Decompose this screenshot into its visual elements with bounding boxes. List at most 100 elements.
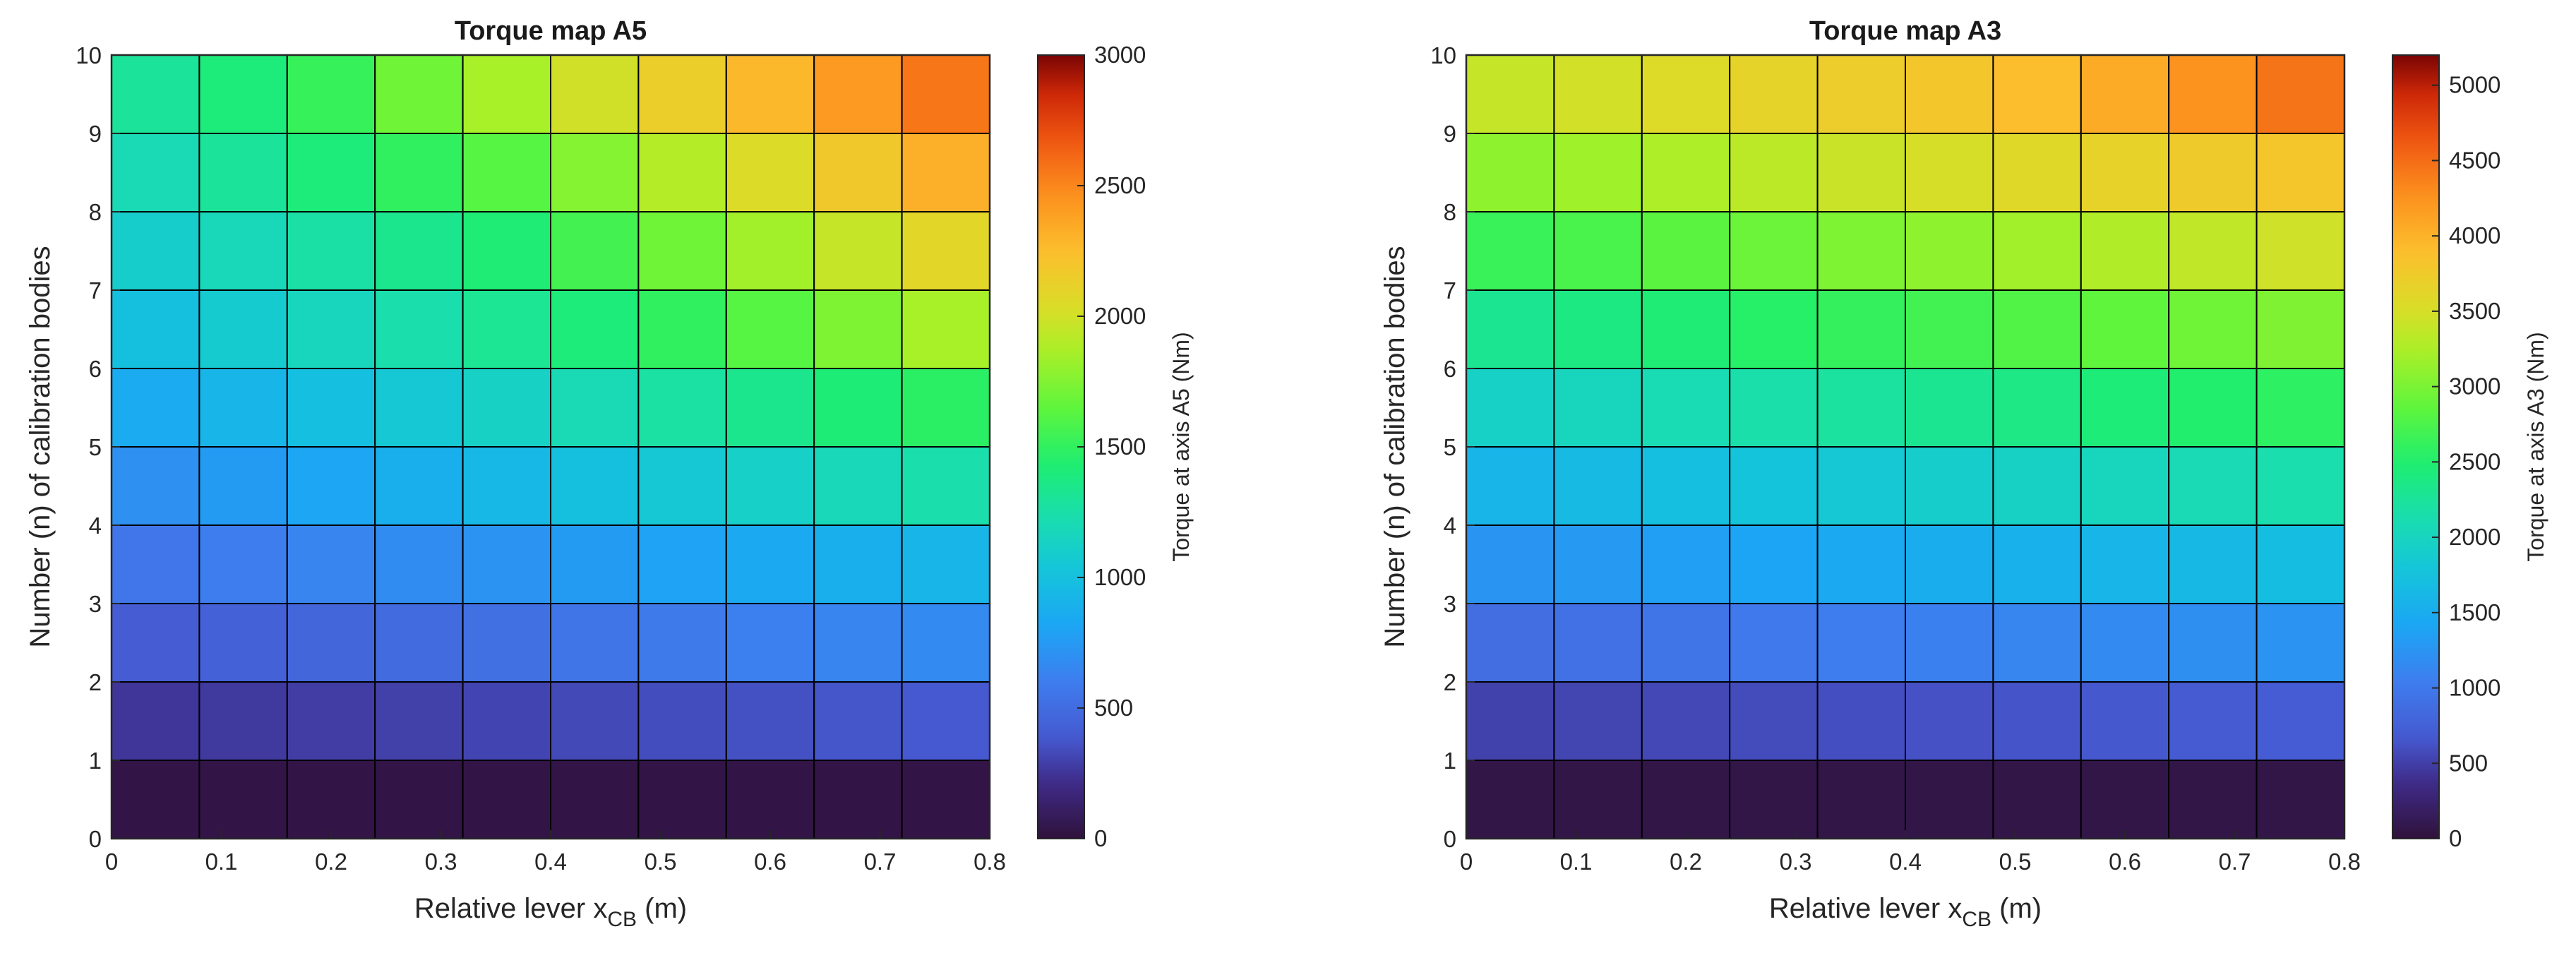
heatmap-cell (725, 368, 815, 448)
heatmap-cell (462, 603, 551, 683)
heatmap-cell (1729, 368, 1819, 448)
heatmap-cell (637, 446, 727, 526)
heatmap-cell (637, 368, 727, 448)
heatmap-cell (1729, 603, 1819, 683)
heatmap-cell (2256, 289, 2346, 369)
heatmap-cell (111, 54, 200, 134)
x-tick-label: 0.3 (425, 849, 457, 875)
heatmap-cell (111, 681, 200, 761)
heatmap-cell (198, 133, 288, 212)
heatmap-cell (1729, 54, 1819, 134)
x-axis-label-subscript: CB (1962, 908, 1991, 931)
heatmap-cell (1729, 289, 1819, 369)
heatmap-cell (1816, 54, 1907, 134)
heatmap-cell (725, 603, 815, 683)
colorbar-label: Torque at axis A3 (Nm) (2523, 332, 2548, 561)
heatmap-cell (813, 289, 903, 369)
heatmap-cell (1466, 603, 1555, 683)
heatmap-cell (901, 289, 990, 369)
heatmap-cell (1641, 525, 1731, 604)
heatmap-cell (725, 446, 815, 526)
heatmap-cell (1992, 681, 2082, 761)
x-tick-label: 0.2 (1670, 849, 1702, 875)
colorbar-tick-label: 2000 (1094, 303, 1146, 329)
heatmap-cell (901, 54, 990, 134)
chart-panel-1: Torque map A3 0 0.1 0.2 0.3 0.4 0.5 0.6 0.7 0.8 0 1… (1379, 16, 2548, 931)
y-tick-label: 4 (1444, 513, 1456, 539)
heatmap-cell (1816, 211, 1907, 291)
y-tick-label: 7 (1444, 277, 1456, 304)
heatmap-cell (1905, 211, 1994, 291)
heatmap-cell (1466, 211, 1555, 291)
heatmap-cell (462, 289, 551, 369)
heatmap-cell (1905, 681, 1994, 761)
heatmap-cell (813, 760, 903, 839)
y-tick-label: 3 (1444, 591, 1456, 617)
heatmap-cell (813, 211, 903, 291)
y-tick-label: 10 (76, 42, 102, 68)
heatmap-cell (1816, 133, 1907, 212)
heatmap-cell (374, 760, 464, 839)
heatmap-cell (637, 525, 727, 604)
heatmap-cell (1905, 133, 1994, 212)
heatmap-cell (2080, 133, 2170, 212)
heatmap-cell (374, 681, 464, 761)
heatmap-cell (1641, 446, 1731, 526)
x-tick-label: 0.8 (974, 849, 1006, 875)
x-tick-label: 0.1 (1560, 849, 1593, 875)
colorbar-tick-label: 3000 (2449, 373, 2500, 400)
heatmap-cell (1992, 289, 2082, 369)
heatmap-cell (637, 211, 727, 291)
heatmap-cell (550, 760, 640, 839)
y-tick-label: 1 (89, 748, 102, 774)
y-tick-label: 3 (89, 591, 102, 617)
y-tick-label: 0 (1444, 826, 1456, 852)
heatmap-cell (198, 760, 288, 839)
heatmap-cell (2168, 446, 2258, 526)
heatmap-cell (111, 446, 200, 526)
heatmap-cell (2080, 211, 2170, 291)
y-tick-label: 8 (1444, 199, 1456, 225)
colorbar (2392, 54, 2440, 839)
heatmap-cell (1466, 525, 1555, 604)
x-tick-label: 0.6 (2109, 849, 2141, 875)
y-tick-label: 8 (89, 199, 102, 225)
heatmap-cell (725, 289, 815, 369)
heatmap-cell (462, 211, 551, 291)
heatmap-cell (286, 211, 376, 291)
heatmap-cell (198, 368, 288, 448)
heatmap-cell (637, 133, 727, 212)
colorbar-tick-label: 2500 (2449, 448, 2500, 474)
heatmap-cell (550, 525, 640, 604)
heatmap-cell (1553, 289, 1643, 369)
heatmap-cell (637, 760, 727, 839)
colorbar-tick-label: 3500 (2449, 298, 2500, 324)
y-tick-label: 7 (89, 277, 102, 304)
colorbar-tick-label: 2000 (2449, 524, 2500, 550)
heatmap-cell (2256, 525, 2346, 604)
heatmap-cell (1553, 681, 1643, 761)
heatmap-cell (725, 760, 815, 839)
heatmap-cell (550, 603, 640, 683)
colorbar-tick-label: 4000 (2449, 222, 2500, 248)
heatmap-cell (1816, 446, 1907, 526)
heatmap-cell (1466, 133, 1555, 212)
heatmap-cell (2256, 760, 2346, 839)
x-axis-label-unit: (m) (637, 893, 687, 924)
x-tick-label: 0.4 (1889, 849, 1922, 875)
heatmap-cell (813, 54, 903, 134)
heatmap-cell (813, 603, 903, 683)
heatmap-cell (1729, 133, 1819, 212)
heatmap-cell (2256, 133, 2346, 212)
heatmap-cell (1641, 289, 1731, 369)
colorbar-tick-label: 1500 (1094, 433, 1146, 460)
heatmap-cell (1729, 681, 1819, 761)
heatmap-cell (111, 133, 200, 212)
heatmap-cell (111, 368, 200, 448)
heatmap-cell (637, 603, 727, 683)
heatmap-cell (637, 681, 727, 761)
heatmap-cell (550, 54, 640, 134)
chart-panel-0: Torque map A5 0 0.1 0.2 0.3 0.4 0.5 0.6 0.7 0.8 0 1… (25, 16, 1194, 931)
heatmap-cell (2256, 446, 2346, 526)
heatmap-cell (1992, 525, 2082, 604)
